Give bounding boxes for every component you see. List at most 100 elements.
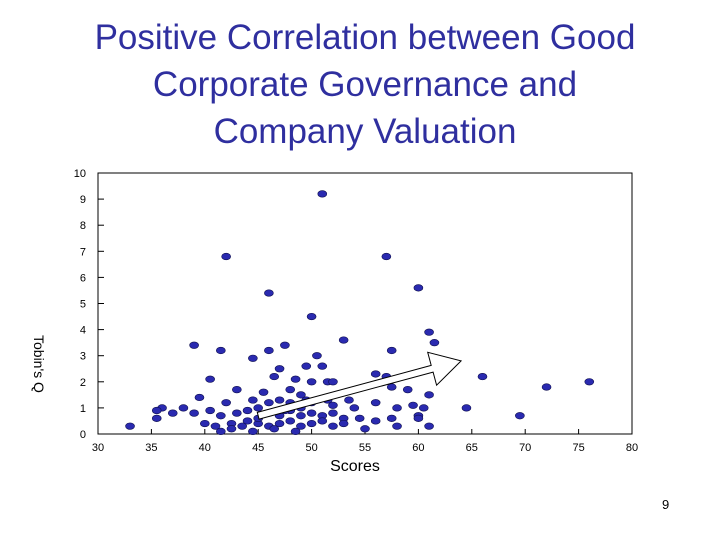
x-tick-label: 55: [359, 442, 371, 454]
x-tick-label: 65: [466, 442, 478, 454]
x-tick-label: 40: [199, 442, 211, 454]
data-point: [360, 425, 370, 433]
data-point: [274, 396, 285, 404]
y-tick-label: 9: [80, 194, 86, 206]
y-tick-label: 5: [80, 299, 86, 311]
data-point: [344, 396, 354, 404]
y-tick-label: 0: [80, 429, 86, 441]
data-point: [413, 414, 424, 422]
data-points: [125, 190, 595, 435]
y-tick-label: 4: [80, 325, 86, 337]
data-point: [317, 417, 328, 425]
x-tick-label: 45: [252, 442, 264, 454]
data-point: [370, 399, 381, 407]
data-point: [413, 284, 424, 292]
title-line-1: Positive Correlation between Good: [94, 18, 636, 57]
data-point: [237, 422, 247, 430]
y-tick-label: 1: [80, 403, 86, 415]
data-point: [477, 372, 488, 381]
data-point: [306, 409, 317, 417]
data-point: [392, 404, 402, 412]
data-point: [216, 427, 226, 435]
data-point: [306, 419, 317, 428]
slide-title: Positive Correlation between Good Corpor…: [30, 14, 700, 155]
y-axis-label: Tobin's Q: [31, 335, 47, 393]
data-point: [418, 404, 429, 412]
data-point: [232, 386, 242, 394]
data-point: [296, 422, 306, 430]
data-point: [328, 409, 338, 417]
y-tick-label: 3: [80, 351, 86, 363]
data-point: [189, 409, 199, 417]
data-point: [306, 378, 317, 386]
data-point: [296, 391, 306, 399]
data-point: [317, 190, 328, 198]
data-point: [301, 362, 312, 370]
data-point: [232, 409, 242, 417]
data-point: [424, 328, 434, 336]
data-point: [221, 252, 231, 261]
data-point: [248, 396, 258, 404]
x-tick-label: 60: [412, 442, 424, 454]
data-point: [210, 422, 221, 430]
data-point: [386, 414, 397, 422]
plot-frame: [97, 172, 633, 435]
data-point: [328, 422, 338, 430]
data-point: [338, 336, 349, 344]
data-point: [269, 425, 280, 433]
data-point: [216, 346, 226, 355]
data-point: [178, 404, 189, 412]
page-number: 9: [662, 497, 670, 512]
data-point: [226, 425, 237, 433]
data-point: [258, 388, 269, 396]
trend-arrow: [256, 351, 463, 420]
data-point: [370, 370, 381, 378]
data-point: [386, 383, 397, 391]
chart-annotations: [256, 351, 463, 420]
data-point: [167, 409, 178, 417]
data-point: [205, 375, 215, 383]
data-point: [515, 412, 525, 420]
y-tick-label: 7: [80, 246, 86, 258]
data-point: [216, 412, 226, 420]
x-tick-label: 50: [305, 442, 317, 454]
data-point: [269, 372, 280, 381]
title-line-3: Company Valuation: [213, 112, 517, 151]
data-point: [264, 289, 274, 297]
data-point: [386, 346, 397, 355]
y-tick-label: 2: [80, 377, 86, 389]
data-point: [328, 401, 338, 409]
data-point: [151, 406, 162, 415]
data-point: [461, 404, 472, 412]
data-point: [194, 393, 205, 402]
x-axis-label: Scores: [330, 458, 380, 475]
data-point: [290, 427, 301, 435]
data-point: [338, 419, 349, 428]
data-point: [274, 365, 285, 373]
data-point: [264, 346, 274, 355]
data-point: [248, 354, 258, 362]
data-point: [296, 412, 306, 420]
data-point: [408, 401, 418, 409]
data-point: [424, 391, 434, 399]
data-point: [274, 419, 285, 428]
data-point: [189, 341, 199, 349]
data-point: [328, 378, 338, 386]
x-tick-label: 35: [145, 442, 157, 454]
data-point: [151, 414, 162, 422]
data-point: [306, 312, 317, 321]
data-point: [264, 399, 274, 407]
x-tick-label: 75: [572, 442, 584, 454]
data-point: [285, 417, 296, 425]
data-point: [541, 383, 552, 391]
data-point: [370, 417, 381, 425]
data-point: [253, 404, 264, 412]
data-point: [317, 362, 328, 370]
title-line-2: Corporate Governance and: [152, 65, 578, 104]
x-tick-label: 70: [519, 442, 531, 454]
data-point: [424, 422, 434, 430]
data-point: [290, 375, 301, 383]
data-point: [125, 422, 135, 430]
